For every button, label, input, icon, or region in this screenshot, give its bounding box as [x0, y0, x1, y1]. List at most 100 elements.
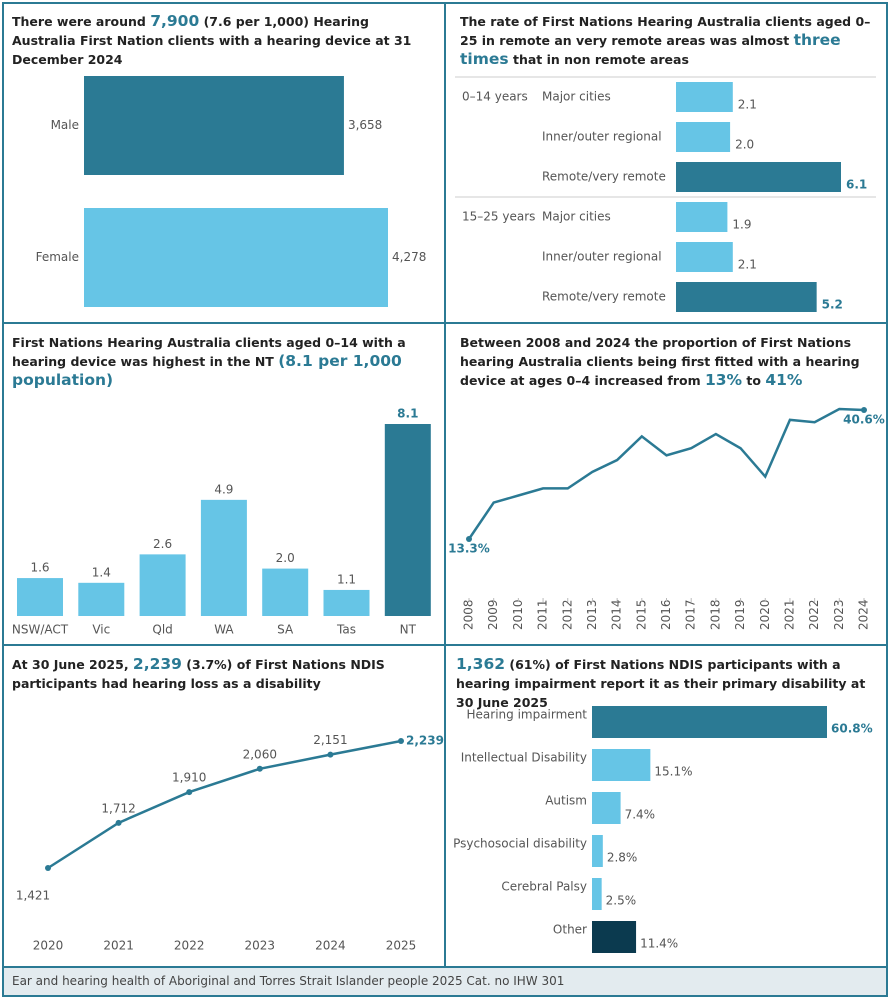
title-part: three times: [460, 31, 841, 68]
x-tick-label: 2019: [733, 599, 747, 630]
value-label: 2.0: [276, 551, 295, 565]
category-label: Hearing impairment: [467, 708, 588, 722]
x-tick-label: WA: [214, 623, 234, 637]
value-label: 13.3%: [448, 542, 490, 556]
title-part: The rate of First Nations Hearing Austra…: [460, 14, 871, 48]
value-label: 2.1: [738, 98, 757, 112]
title-part: 1,362: [456, 655, 506, 673]
x-tick-label: 2010: [511, 599, 525, 630]
bar: [676, 242, 733, 272]
value-label: 40.6%: [843, 412, 885, 426]
group-label: 0–14 years: [462, 90, 528, 104]
value-label: 15.1%: [654, 765, 692, 779]
x-tick-label: NSW/ACT: [12, 623, 69, 637]
chart-title: The rate of First Nations Hearing Austra…: [460, 12, 875, 69]
category-label: Female: [36, 250, 79, 264]
bar: [84, 76, 344, 175]
value-label: 5.2: [822, 298, 843, 312]
point: [327, 751, 334, 758]
x-tick-label: 2024: [315, 939, 346, 953]
category-label: Major cities: [542, 90, 611, 104]
category-label: Other: [553, 923, 587, 937]
bar: [592, 749, 651, 781]
x-tick-label: 2022: [807, 599, 821, 630]
bar: [676, 82, 733, 112]
value-label: 1,712: [101, 801, 135, 815]
x-tick-label: 2016: [659, 599, 673, 630]
category-label: Autism: [545, 794, 587, 808]
category-label: Remote/very remote: [542, 170, 666, 184]
bar: [676, 202, 728, 232]
value-label: 4.9: [214, 482, 233, 496]
category-label: Psychosocial disability: [453, 837, 587, 851]
x-tick-label: Vic: [92, 623, 110, 637]
title-part: 7,900: [150, 12, 200, 30]
point: [45, 865, 51, 871]
bar: [676, 162, 841, 192]
title-part: that in non remote areas: [508, 52, 689, 67]
bar: [262, 568, 309, 616]
value-label: 8.1: [397, 407, 418, 421]
value-label: 1,421: [16, 889, 50, 903]
point: [861, 406, 867, 413]
value-label: 4,278: [392, 250, 426, 264]
chart-title: First Nations Hearing Australia clients …: [12, 333, 432, 390]
value-label: 1.9: [732, 218, 751, 232]
bar: [84, 208, 388, 307]
value-label: 1.1: [337, 572, 356, 586]
x-tick-label: Tas: [336, 623, 356, 637]
bar: [17, 578, 63, 616]
x-tick-label: 2017: [684, 599, 698, 630]
chart-title: Between 2008 and 2024 the proportion of …: [460, 333, 875, 390]
x-tick-label: 2022: [174, 939, 205, 953]
x-tick-label: 2020: [758, 599, 772, 630]
title-part: At 30 June 2025,: [12, 657, 133, 672]
value-label: 60.8%: [831, 722, 873, 736]
value-label: 1.6: [30, 561, 49, 575]
chart-title: There were around 7,900 (7.6 per 1,000) …: [12, 12, 432, 69]
x-tick-label: 2015: [634, 599, 648, 630]
point: [256, 765, 263, 772]
title-part: (61%) of First Nations NDIS participants…: [456, 657, 866, 710]
bar: [592, 706, 827, 738]
x-tick-label: 2023: [245, 939, 276, 953]
value-label: 11.4%: [640, 937, 678, 951]
x-tick-label: 2021: [103, 939, 134, 953]
bar: [676, 122, 731, 152]
bar: [78, 582, 125, 616]
x-tick-label: SA: [277, 623, 294, 637]
category-label: Male: [51, 118, 79, 132]
category-label: Major cities: [542, 210, 611, 224]
title-part: (8.1 per 1,000 population): [12, 352, 402, 389]
value-label: 6.1: [846, 178, 867, 192]
title-part: There were around: [12, 14, 151, 29]
bar: [200, 499, 247, 616]
title-part: 13%: [704, 371, 743, 389]
value-label: 2,151: [313, 733, 347, 747]
title-part: 2,239: [132, 655, 182, 673]
value-label: 2.5%: [606, 894, 637, 908]
x-tick-label: 2012: [560, 599, 574, 630]
bar: [592, 878, 602, 910]
category-label: Intellectual Disability: [461, 751, 587, 765]
value-label: 1.4: [92, 565, 111, 579]
group-label: 15–25 years: [462, 210, 535, 224]
value-label: 2.8%: [607, 851, 638, 865]
x-tick-label: 2014: [610, 599, 624, 630]
value-label: 2,239: [406, 734, 444, 748]
bar: [676, 282, 817, 312]
bar: [384, 424, 431, 616]
x-tick-label: 2011: [536, 599, 550, 630]
title-part: (3.7%) of First Nations NDIS participant…: [12, 657, 385, 691]
category-label: Inner/outer regional: [542, 130, 662, 144]
category-label: Inner/outer regional: [542, 250, 662, 264]
footer: Ear and hearing health of Aboriginal and…: [2, 966, 888, 997]
title-part: (7.6 per 1,000) Hearing Australia First …: [12, 14, 412, 67]
point: [186, 789, 193, 796]
line: [467, 407, 865, 540]
value-label: 3,658: [348, 118, 382, 132]
category-label: Remote/very remote: [542, 290, 666, 304]
x-tick-label: 2008: [462, 599, 476, 630]
x-tick-label: 2023: [832, 599, 846, 630]
